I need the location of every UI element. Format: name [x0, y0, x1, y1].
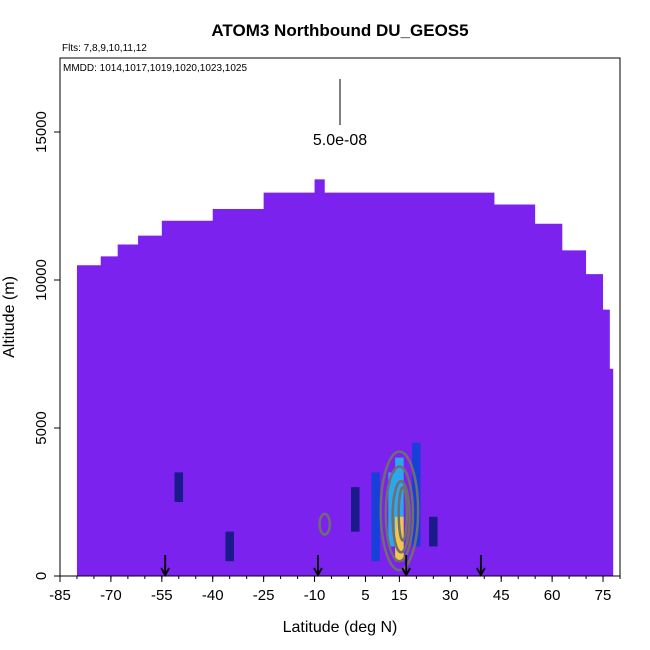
heatmap-cell: [395, 516, 404, 562]
x-tick-label: 75: [595, 587, 612, 604]
x-tick-label: -25: [253, 587, 275, 604]
y-tick-label: 15000: [33, 111, 50, 153]
contour-line: [397, 485, 409, 542]
x-tick-label: -55: [151, 587, 173, 604]
flight-markers: [160, 555, 486, 577]
flight-marker-head: [476, 567, 486, 577]
contour-line: [391, 480, 411, 554]
heatmap-layer: [76, 179, 614, 577]
y-axis: 0 5000 10000 15000: [33, 111, 60, 580]
chart-title: ATOM3 Northbound DU_GEOS5: [211, 21, 468, 40]
x-tick-label: -85: [49, 587, 71, 604]
y-tick-label: 5000: [33, 411, 50, 444]
y-axis-label: Altitude (m): [1, 276, 18, 358]
x-tick-label: 15: [391, 587, 408, 604]
x-tick-label: -10: [304, 587, 326, 604]
x-axis: -85 -70 -55 -40 -25 -10 5 15 30 45 60 75: [49, 576, 621, 604]
x-tick-label: -70: [100, 587, 122, 604]
x-tick-label: 60: [544, 587, 561, 604]
contour-line: [384, 465, 415, 563]
contour-line: [318, 512, 332, 536]
x-tick-label: 45: [493, 587, 510, 604]
heatmap-cell: [371, 472, 380, 562]
x-tick-label: 30: [442, 587, 459, 604]
scale-label: 5.0e-08: [313, 132, 367, 149]
heatmap-cell: [174, 472, 184, 502]
contour-line: [379, 450, 420, 572]
heatmap-domain: [76, 179, 614, 577]
x-tick-label: -40: [202, 587, 224, 604]
flight-marker-head: [401, 567, 411, 577]
plot-frame: [59, 57, 621, 577]
contour-layer: [318, 450, 420, 572]
flights-annotation: Flts: 7,8,9,10,11,12: [62, 43, 147, 54]
x-tick-label: 5: [361, 587, 369, 604]
heatmap-cell: [225, 531, 234, 562]
flight-marker-head: [313, 567, 323, 577]
heatmap-cell: [351, 487, 360, 532]
dates-annotation: MMDD: 1014,1017,1019,1020,1023,1025: [63, 63, 247, 74]
y-tick-label: 0: [33, 572, 50, 580]
x-axis-label: Latitude (deg N): [283, 619, 398, 636]
y-tick-label: 10000: [33, 259, 50, 301]
heatmap-cell: [429, 516, 438, 547]
flight-marker-head: [160, 567, 170, 577]
